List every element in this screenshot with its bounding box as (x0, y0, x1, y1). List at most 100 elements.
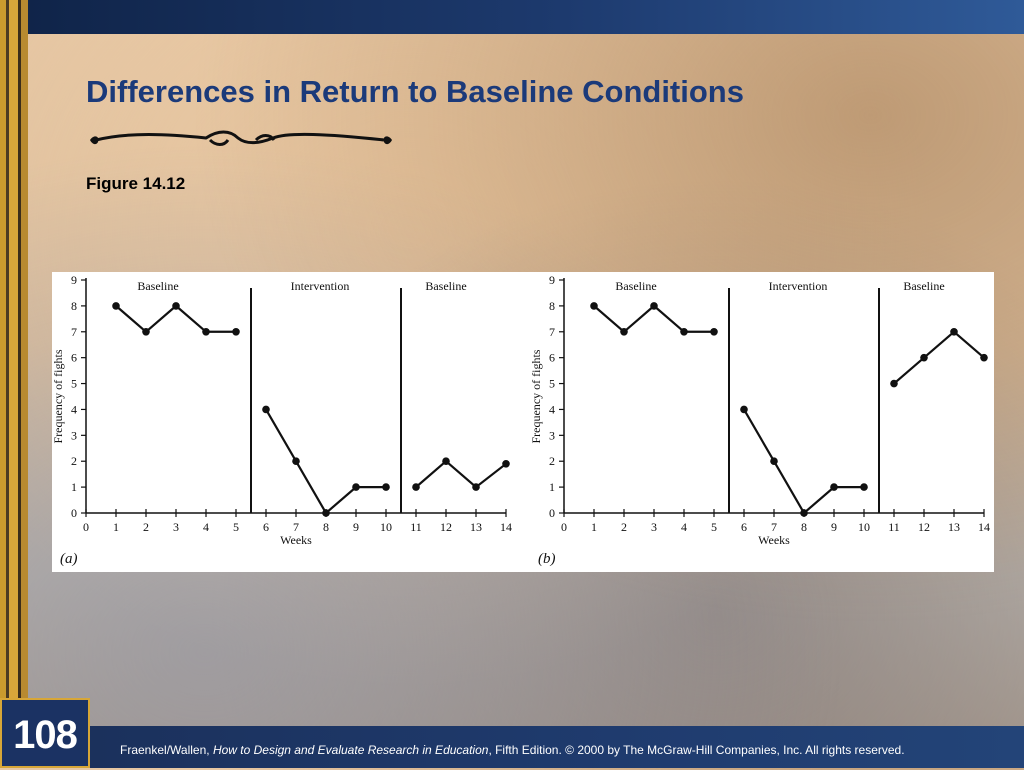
x-tick-label: 13 (470, 520, 482, 534)
data-point (262, 405, 270, 414)
y-axis-label: Frequency of fights (52, 349, 65, 443)
y-tick-label: 3 (71, 428, 77, 442)
footer-citation: Fraenkel/Wallen, How to Design and Evalu… (120, 743, 1000, 757)
y-tick-label: 4 (549, 402, 555, 416)
x-tick-label: 9 (353, 520, 359, 534)
data-point (382, 483, 390, 491)
data-point (950, 327, 958, 336)
y-tick-label: 7 (549, 325, 555, 339)
x-tick-label: 5 (233, 520, 239, 534)
phase-label: Intervention (291, 279, 350, 293)
figure-label: Figure 14.12 (86, 174, 186, 193)
x-tick-label: 0 (561, 520, 567, 534)
y-tick-label: 6 (549, 351, 555, 365)
y-axis-label: Frequency of fights (529, 349, 543, 443)
x-tick-label: 12 (918, 520, 930, 534)
data-point (650, 302, 658, 310)
x-tick-label: 0 (83, 520, 89, 534)
data-point (352, 483, 360, 491)
data-point (680, 327, 688, 336)
page-number-box: 108 (0, 698, 90, 768)
x-tick-label: 7 (293, 520, 299, 534)
x-tick-label: 3 (651, 520, 657, 534)
y-tick-label: 4 (71, 402, 77, 416)
series-line-phase-3 (893, 330, 985, 385)
x-tick-label: 4 (203, 520, 209, 534)
data-point (590, 302, 598, 310)
footer-book-title: How to Design and Evaluate Research in E… (212, 743, 489, 757)
data-point (442, 457, 450, 466)
data-point (860, 483, 868, 491)
x-tick-label: 3 (173, 520, 179, 534)
x-tick-label: 10 (380, 520, 392, 534)
y-tick-label: 9 (549, 273, 555, 287)
data-point (830, 483, 838, 491)
x-tick-label: 2 (621, 520, 627, 534)
data-point (172, 302, 180, 310)
x-axis-label: Weeks (758, 533, 790, 547)
data-point (292, 457, 300, 466)
top-bar (0, 0, 1024, 34)
y-tick-label: 1 (549, 480, 555, 494)
data-point (770, 457, 778, 466)
x-tick-label: 8 (801, 520, 807, 534)
x-tick-label: 14 (978, 520, 990, 534)
data-point (800, 509, 808, 517)
phase-label: Baseline (615, 279, 656, 293)
y-tick-label: 8 (549, 299, 555, 313)
y-tick-label: 0 (549, 506, 555, 520)
x-tick-label: 8 (323, 520, 329, 534)
x-tick-label: 4 (681, 520, 687, 534)
x-tick-label: 7 (771, 520, 777, 534)
left-decorative-stripe (0, 0, 28, 768)
data-point (890, 379, 898, 388)
data-point (232, 327, 240, 336)
x-tick-label: 2 (143, 520, 149, 534)
y-tick-label: 6 (71, 351, 77, 365)
y-tick-label: 9 (71, 273, 77, 287)
page-number: 108 (13, 713, 78, 757)
panel-label: (b) (538, 551, 556, 567)
x-tick-label: 6 (263, 520, 269, 534)
panel-label: (a) (60, 551, 78, 567)
series-line-phase-2 (265, 408, 386, 515)
slide-title: Differences in Return to Baseline Condit… (86, 74, 744, 109)
x-tick-label: 11 (410, 520, 422, 534)
footer-authors: Fraenkel/Wallen, (120, 743, 213, 757)
x-tick-label: 9 (831, 520, 837, 534)
x-tick-label: 5 (711, 520, 717, 534)
data-point (472, 483, 480, 491)
y-tick-label: 2 (71, 454, 77, 468)
data-point (202, 327, 210, 336)
y-tick-label: 2 (549, 454, 555, 468)
phase-label: Baseline (903, 279, 944, 293)
y-tick-label: 5 (71, 377, 77, 391)
data-point (740, 405, 748, 414)
series-line-phase-2 (743, 408, 864, 515)
footer-rest: , Fifth Edition. © 2000 by The McGraw-Hi… (488, 743, 905, 757)
data-point (142, 327, 150, 336)
y-tick-label: 0 (71, 506, 77, 520)
footer-bar (0, 726, 1024, 768)
series-line-phase-1 (593, 304, 714, 334)
x-tick-label: 6 (741, 520, 747, 534)
series-line-phase-1 (115, 304, 236, 334)
series-line-phase-3 (415, 459, 507, 489)
x-tick-label: 14 (500, 520, 512, 534)
x-axis-label: Weeks (280, 533, 312, 547)
y-tick-label: 5 (549, 377, 555, 391)
flourish-divider (90, 130, 392, 146)
phase-label: Baseline (425, 279, 466, 293)
data-point (980, 353, 988, 362)
data-point (112, 302, 120, 310)
x-tick-label: 11 (888, 520, 900, 534)
y-tick-label: 8 (71, 299, 77, 313)
y-tick-label: 3 (549, 428, 555, 442)
y-tick-label: 7 (71, 325, 77, 339)
x-tick-label: 1 (113, 520, 119, 534)
x-tick-label: 12 (440, 520, 452, 534)
phase-label: Intervention (769, 279, 828, 293)
x-tick-label: 1 (591, 520, 597, 534)
